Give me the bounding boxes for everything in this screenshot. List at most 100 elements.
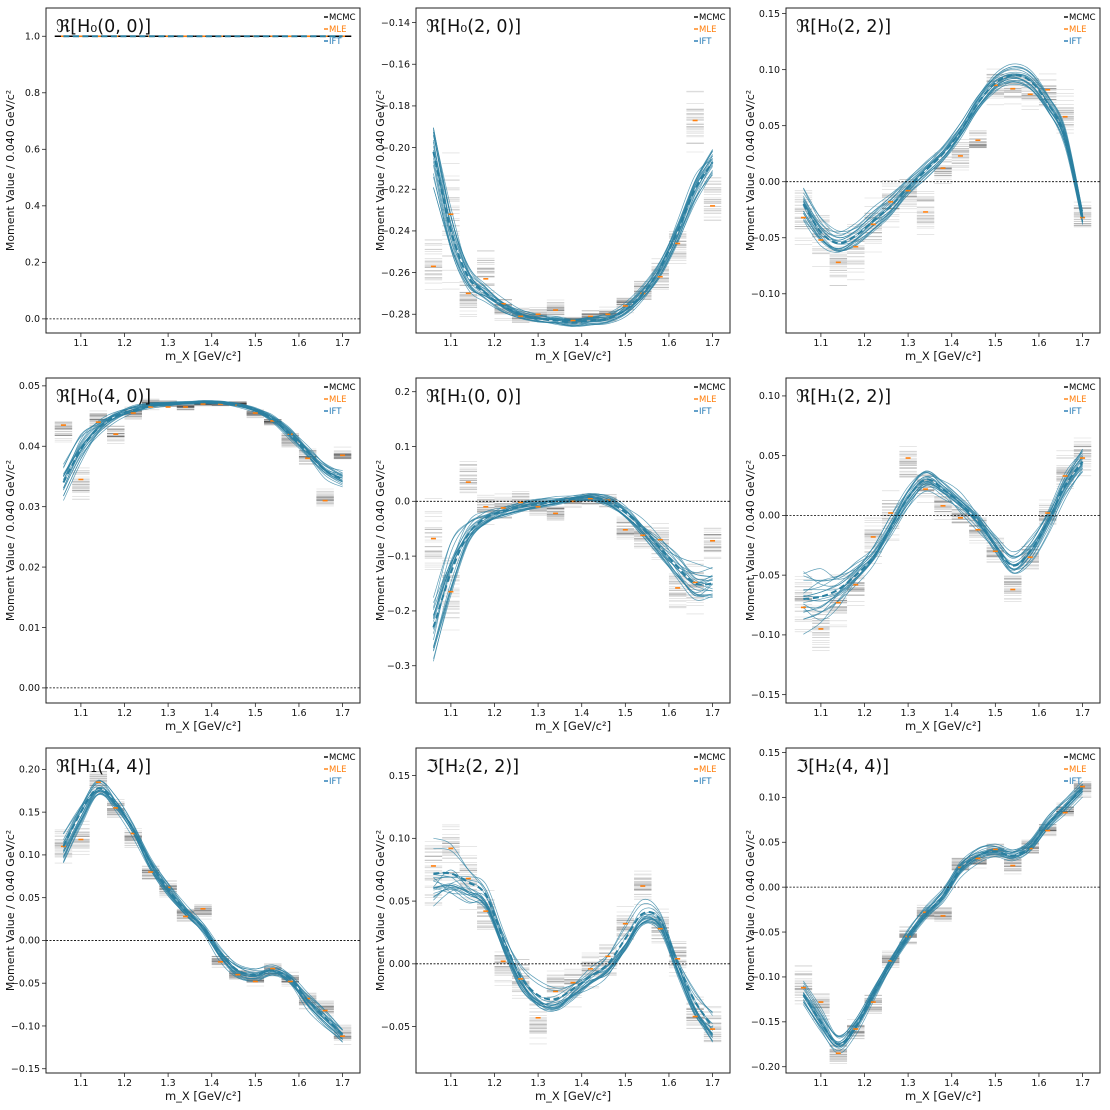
y-tick-label: −0.26	[381, 268, 410, 279]
x-tick-label: 1.2	[857, 708, 872, 719]
mcmc-bands	[794, 437, 1092, 651]
ift-sample-curve	[63, 400, 343, 474]
x-tick-label: 1.7	[1075, 708, 1090, 719]
y-tick-label: −0.15	[751, 690, 780, 701]
y-tick-label: 0.05	[19, 893, 40, 904]
y-tick-label: −0.14	[381, 18, 410, 29]
x-tick-label: 1.7	[1075, 338, 1090, 349]
x-tick-label: 1.1	[73, 1078, 88, 1089]
chart-svg: 1.1 1.2 1.3 1.4 1.5 1.6 1.7 0.00 0.01 0.02 0.03 0.0…	[4, 377, 361, 733]
y-axis-label: Moment Value / 0.040 GeV/c²	[4, 460, 17, 621]
ift-sample-curve	[433, 493, 713, 619]
ift-samples	[63, 779, 343, 1043]
y-tick-label: 0.03	[19, 502, 40, 513]
y-tick-label: 0.00	[759, 177, 780, 188]
y-tick-label: −0.05	[751, 570, 780, 581]
ift-sample-curve	[433, 869, 713, 1029]
chart-panel: 1.1 1.2 1.3 1.4 1.5 1.6 1.7 −0.20 −0.15 −0.10 −0.0…	[740, 740, 1110, 1110]
x-axis-label: m_X [GeV/c²]	[165, 719, 241, 733]
legend-entry: IFT	[699, 777, 712, 787]
x-tick-label: 1.2	[117, 338, 132, 349]
ift-sample-curve	[433, 496, 713, 630]
ift-sample-curve	[433, 883, 713, 1036]
chart-svg: 1.1 1.2 1.3 1.4 1.5 1.6 1.7 −0.3 −0.2 −0.1 0.0 0.1 0…	[374, 377, 731, 733]
ift-sample-curve	[433, 493, 713, 619]
ift-sample-curve	[433, 837, 713, 1013]
chart-svg: 1.1 1.2 1.3 1.4 1.5 1.6 1.7 −0.10 −0.05 0.00 0.05 0…	[744, 7, 1101, 363]
mle-points	[430, 119, 716, 322]
y-tick-label: 0.20	[19, 765, 40, 776]
plot-area	[794, 437, 1092, 651]
legend-entry: MCMC	[329, 753, 356, 763]
x-axis-label: m_X [GeV/c²]	[535, 1089, 611, 1103]
x-tick-label: 1.6	[1031, 338, 1046, 349]
ift-sample-curve	[803, 81, 1083, 251]
x-tick-label: 1.6	[291, 708, 306, 719]
ift-sample-curve	[803, 73, 1083, 239]
chart-svg: 1.1 1.2 1.3 1.4 1.5 1.6 1.7 −0.28 −0.26 −0.24 −0.2…	[374, 7, 731, 363]
plot-area	[794, 780, 1092, 1064]
x-tick-label: 1.7	[705, 338, 720, 349]
x-tick-label: 1.4	[944, 708, 959, 719]
x-tick-label: 1.3	[531, 708, 546, 719]
x-tick-label: 1.3	[531, 338, 546, 349]
y-tick-label: 0.6	[25, 145, 40, 156]
ift-sample-curve	[803, 448, 1083, 580]
plot-frame	[45, 377, 361, 704]
ift-sample-curve	[433, 889, 713, 1037]
legend: MCMC MLE IFT	[694, 383, 726, 417]
ift-samples	[433, 837, 713, 1043]
legend-entry: MCMC	[1069, 383, 1096, 393]
legend-entry: MLE	[1069, 395, 1086, 405]
ift-sample-curve	[433, 170, 713, 327]
legend-entry: MLE	[1069, 25, 1086, 35]
legend: MCMC MLE IFT	[324, 13, 356, 47]
x-tick-label: 1.6	[661, 708, 676, 719]
chart-svg: 1.1 1.2 1.3 1.4 1.5 1.6 1.7 0.0 0.2 0.4 0.6 0.8 1.0 m…	[4, 7, 361, 363]
chart-panel: 1.1 1.2 1.3 1.4 1.5 1.6 1.7 −0.3 −0.2 −0.1 0.0 0.1 0…	[370, 370, 740, 740]
ift-sample-curve	[63, 400, 343, 483]
plot-frame	[45, 747, 361, 1074]
y-tick-label: 0.15	[19, 807, 40, 818]
legend-entry: MCMC	[329, 383, 356, 393]
ift-sample-curve	[433, 884, 713, 1036]
x-tick-label: 1.3	[901, 708, 916, 719]
ift-sample-curve	[803, 78, 1083, 250]
ift-sample-curve	[803, 77, 1083, 250]
x-tick-label: 1.7	[335, 708, 350, 719]
x-tick-label: 1.2	[857, 338, 872, 349]
y-tick-label: 0.8	[25, 88, 40, 99]
plot-area	[424, 461, 722, 662]
x-axis-label: m_X [GeV/c²]	[165, 1089, 241, 1103]
legend-entry: MCMC	[699, 13, 726, 23]
x-tick-label: 1.4	[574, 1078, 589, 1089]
y-tick-label: −0.20	[381, 143, 410, 154]
x-tick-label: 1.5	[248, 1078, 263, 1089]
y-tick-label: 0.15	[389, 771, 410, 782]
x-tick-label: 1.4	[204, 708, 219, 719]
y-tick-label: 0.10	[759, 65, 780, 76]
x-tick-label: 1.3	[901, 338, 916, 349]
ift-sample-curve	[433, 496, 713, 616]
legend: MCMC MLE IFT	[1064, 13, 1096, 47]
x-tick-label: 1.2	[487, 338, 502, 349]
ift-sample-curve	[803, 68, 1083, 241]
legend-entry: MCMC	[699, 753, 726, 763]
y-tick-label: −0.10	[751, 289, 780, 300]
chart-svg: 1.1 1.2 1.3 1.4 1.5 1.6 1.7 −0.15 −0.10 −0.05 0.00…	[4, 747, 361, 1103]
ift-sample-curve	[803, 466, 1083, 613]
x-tick-label: 1.3	[161, 708, 176, 719]
chart-title: ℜ[H₀(2, 2)]	[796, 17, 891, 37]
plot-frame	[415, 7, 731, 334]
x-tick-label: 1.1	[443, 708, 458, 719]
chart-title: ℜ[H₀(2, 0)]	[426, 17, 521, 37]
legend-entry: MLE	[329, 765, 346, 775]
x-tick-label: 1.6	[291, 1078, 306, 1089]
y-axis-label: Moment Value / 0.040 GeV/c²	[4, 830, 17, 991]
x-tick-label: 1.5	[618, 338, 633, 349]
y-tick-label: 0.10	[389, 834, 410, 845]
ift-sample-curve	[433, 496, 713, 649]
x-tick-label: 1.4	[204, 338, 219, 349]
legend-entry: IFT	[699, 37, 712, 47]
chart-title: ℜ[H₁(4, 4)]	[56, 757, 151, 777]
